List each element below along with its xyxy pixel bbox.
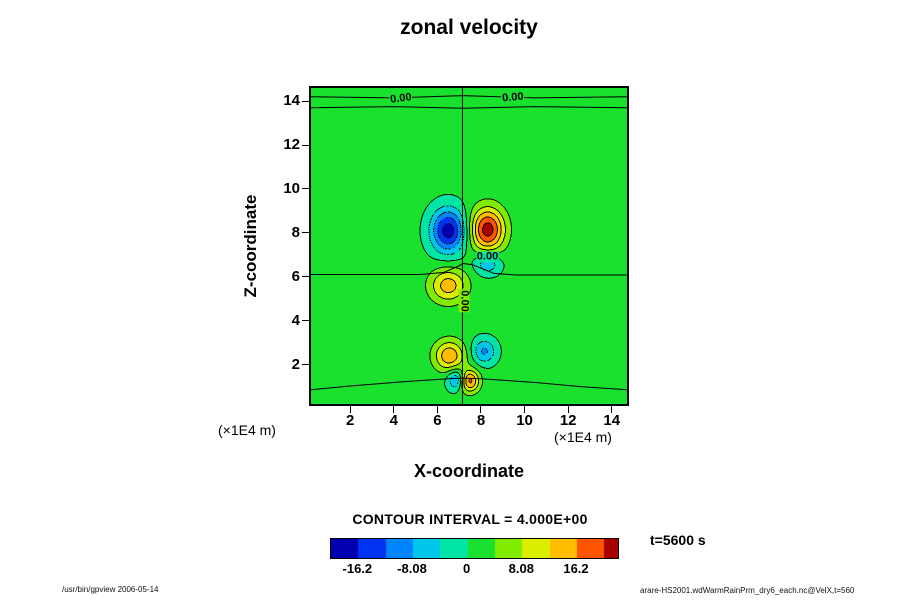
z-tick-label: 4 [291,311,300,329]
x-axis-label: X-coordinate [413,461,524,481]
colorbar-tick-label: -8.08 [397,561,427,576]
z-tick-mark [302,276,309,278]
z-tick-mark [302,144,309,146]
z-tick-label: 8 [291,223,300,241]
x-tick-label: 12 [559,412,577,429]
x-tick-label: 8 [476,412,486,429]
x-tick-mark [524,406,526,413]
x-tick-label: 4 [389,412,398,429]
x-tick-mark [436,406,438,413]
z-tick-mark [302,188,309,190]
footer-source: arare-HS2001.wdWarmRainPrm_dry6_each.nc@… [640,586,855,595]
x-unit-right: (×1E4 m) [554,429,612,445]
colorbar-tick-label: 0 [463,561,471,576]
z-tick-mark [302,320,309,322]
colorbar [330,538,619,559]
plot-title: zonal velocity [400,16,538,39]
colorbar-tick-label: 16.2 [563,561,589,576]
contour-interval-text: CONTOUR INTERVAL = 4.000E+00 [352,511,588,527]
colorbar-tick-label: 8.08 [508,561,534,576]
z-tick-label: 14 [283,92,300,110]
z-tick-label: 2 [291,355,300,373]
colorbar-tick-label: -16.2 [342,561,373,576]
z-tick-label: 6 [291,267,300,285]
x-tick-mark [393,406,395,413]
plot-area: 0.00 0.00 0.00 0.00 [309,86,629,406]
contour-plot-canvas [311,88,627,404]
z-tick-label: 10 [283,179,300,197]
x-tick-label: 2 [346,412,355,429]
x-tick-label: 6 [433,412,442,429]
x-tick-mark [480,406,482,413]
colorbar-canvas [331,539,618,558]
time-label: t=5600 s [650,532,706,548]
x-tick-label: 10 [516,412,533,429]
z-tick-label: 12 [283,136,300,154]
footer-command: /usr/bin/gpview 2006-05-14 [62,585,159,594]
x-tick-mark [611,406,613,413]
z-tick-mark [302,364,309,365]
x-tick-label: 14 [603,412,621,429]
x-tick-mark [567,406,569,413]
z-tick-mark [302,232,309,234]
x-unit-left: (×1E4 m) [218,422,276,438]
z-tick-mark [302,100,309,102]
x-tick-mark [349,406,351,413]
